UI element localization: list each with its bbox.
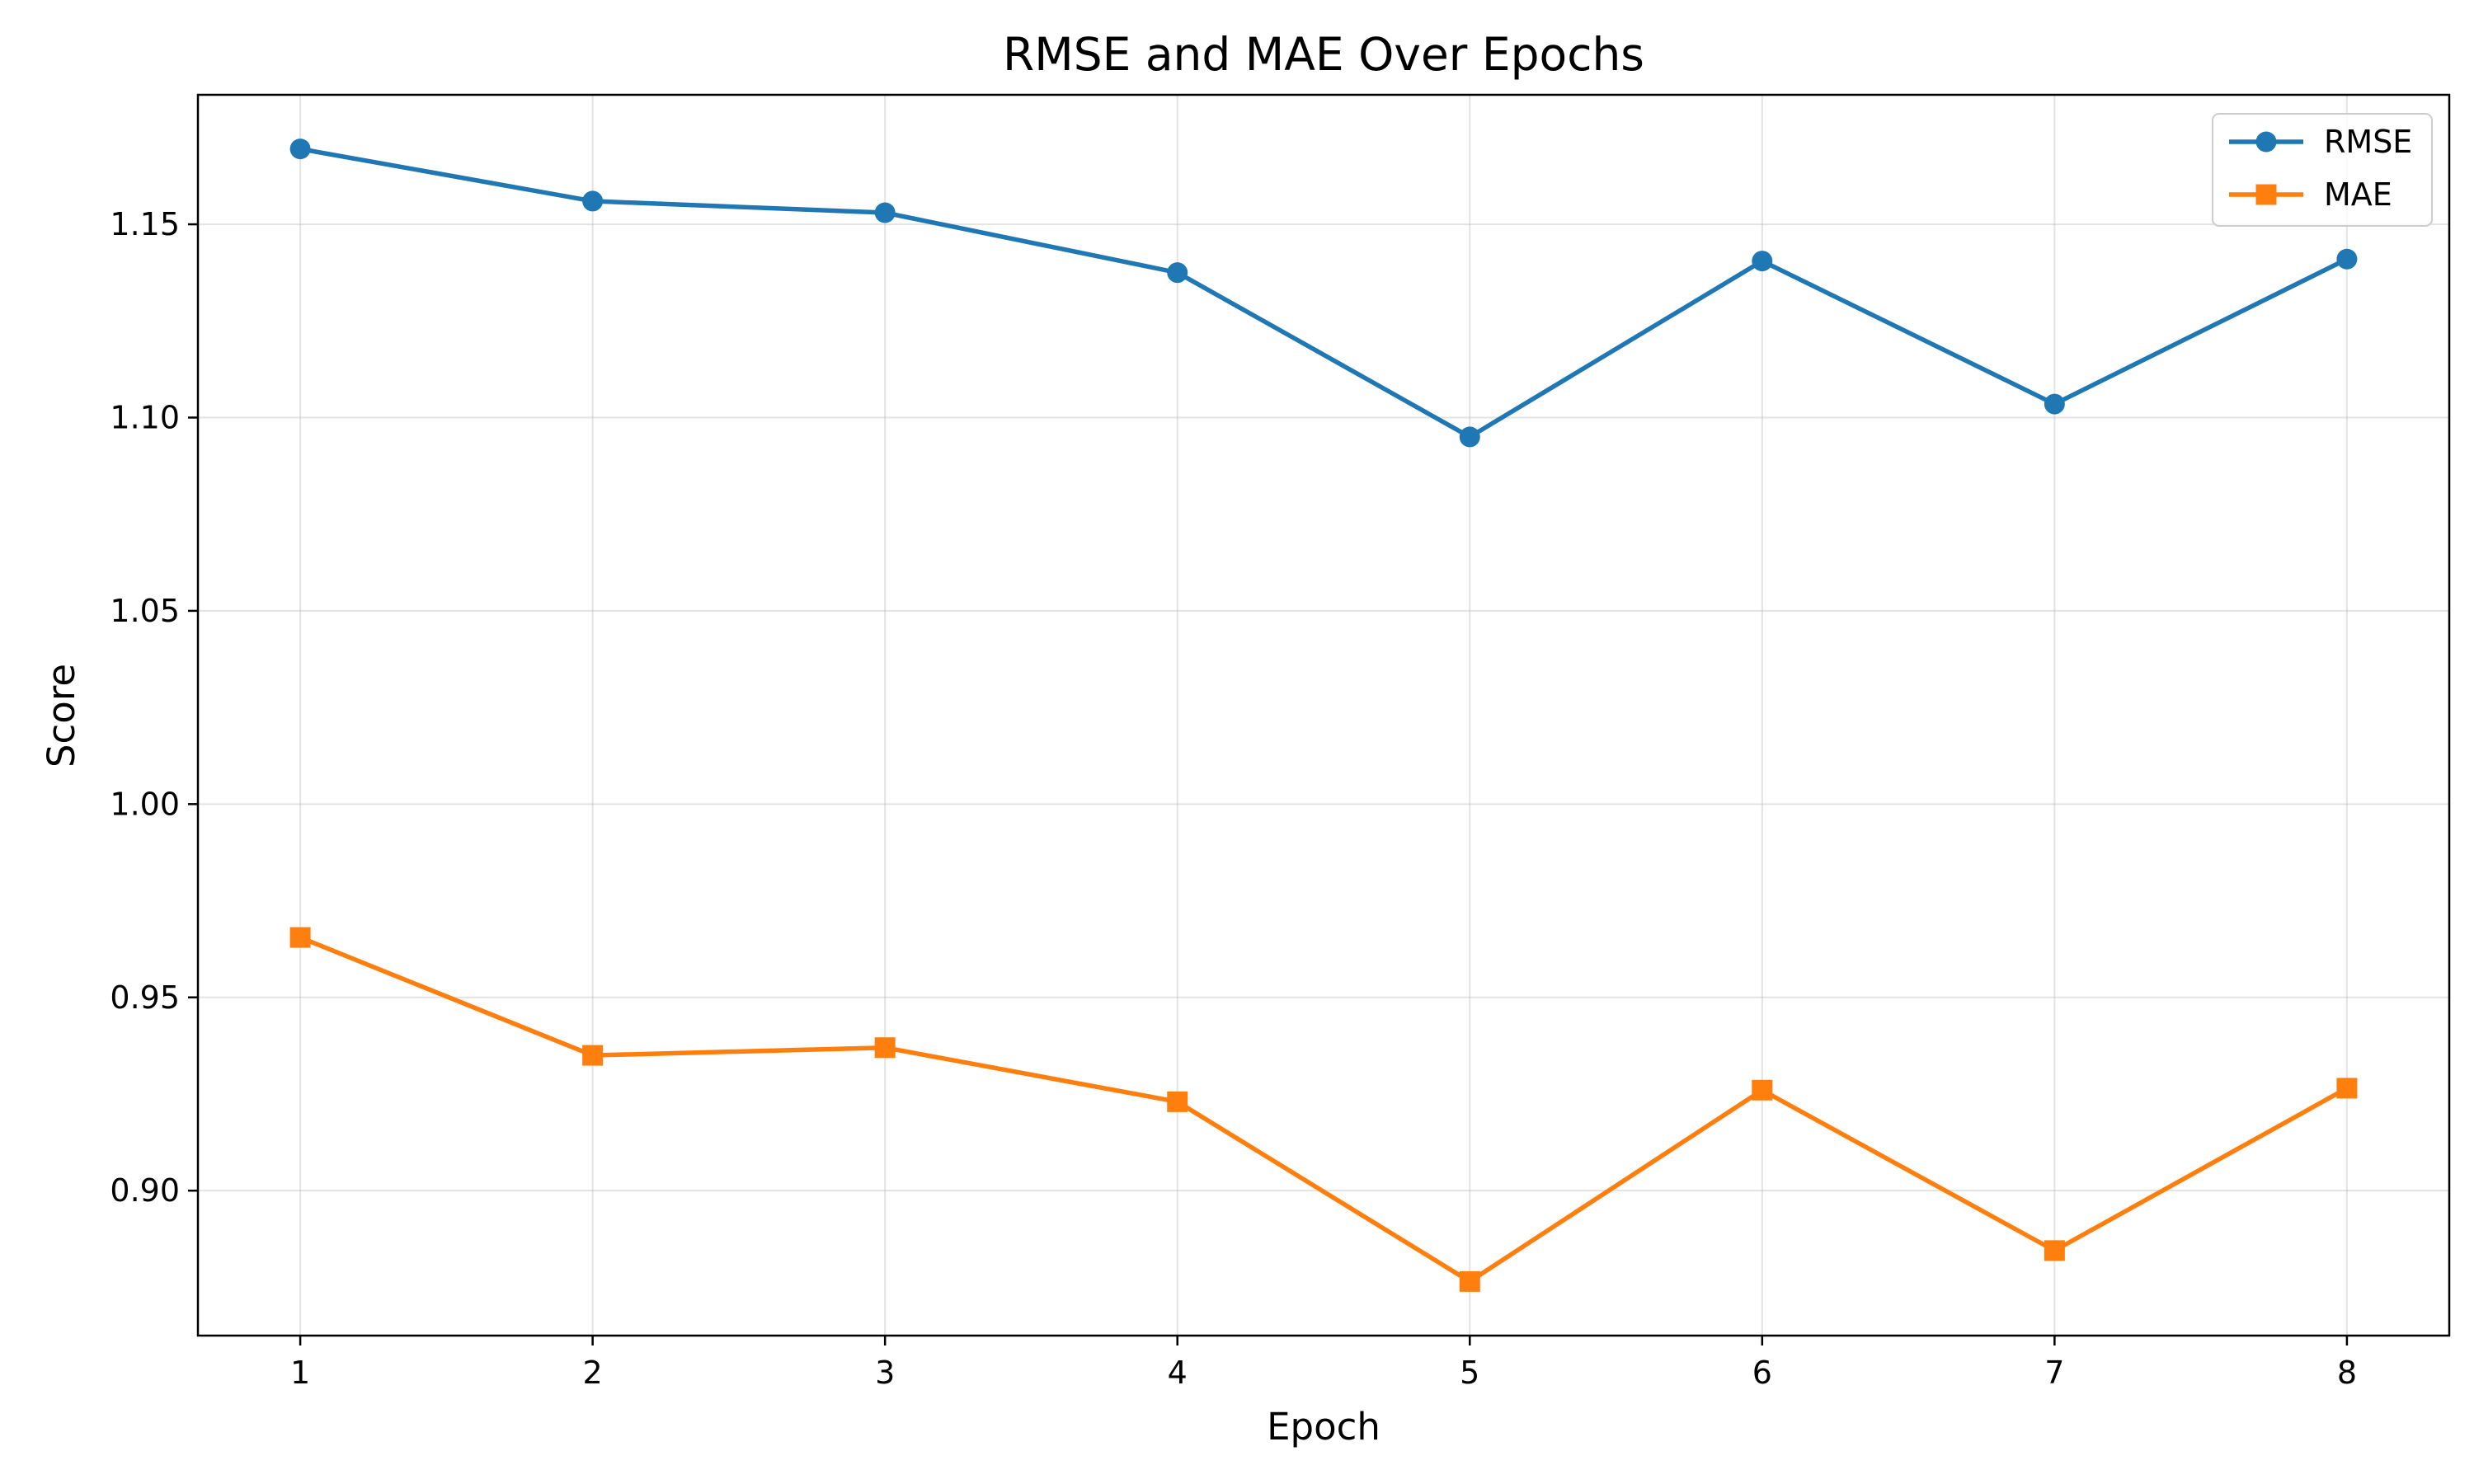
mae-point	[1459, 1270, 1480, 1292]
legend-marker-rmse	[2255, 131, 2277, 153]
legend-item-rmse: RMSE	[2229, 124, 2412, 160]
rmse-point	[1459, 426, 1480, 448]
rmse-point	[2336, 248, 2358, 270]
series-rmse	[289, 139, 2358, 448]
x-tick-label: 5	[1460, 1355, 1479, 1391]
rmse-point	[1167, 262, 1188, 284]
x-tick-label: 4	[1168, 1355, 1188, 1391]
y-tick-label: 1.15	[110, 206, 180, 242]
mae-point	[582, 1045, 604, 1066]
x-tick-label: 6	[1752, 1355, 1772, 1391]
mae-point	[289, 927, 311, 948]
chart-title: RMSE and MAE Over Epochs	[1003, 28, 1644, 81]
legend-marker-mae	[2255, 184, 2277, 205]
mae-point	[2044, 1240, 2065, 1261]
rmse-point	[874, 202, 896, 223]
mae-point	[874, 1037, 896, 1059]
legend-label-mae: MAE	[2324, 176, 2392, 213]
x-axis: 1 2 3 4 5 6 7 8	[290, 1336, 2357, 1391]
rmse-point	[289, 139, 311, 160]
mae-point	[1167, 1091, 1188, 1112]
x-tick-label: 3	[875, 1355, 895, 1391]
rmse-point	[1752, 251, 1773, 272]
rmse-point	[582, 190, 604, 212]
y-axis-label: Score	[40, 664, 83, 768]
mae-line	[298, 935, 2349, 1284]
x-tick-label: 1	[290, 1355, 310, 1391]
x-tick-label: 2	[583, 1355, 603, 1391]
rmse-point	[2044, 393, 2065, 415]
mae-point	[2336, 1078, 2358, 1099]
y-tick-label: 0.95	[110, 979, 180, 1016]
legend: RMSE MAE	[2212, 113, 2433, 227]
x-axis-label: Epoch	[1267, 1405, 1380, 1449]
plot-area-frame	[196, 93, 2451, 1337]
series-mae	[289, 927, 2358, 1292]
legend-item-mae: MAE	[2229, 176, 2392, 213]
x-tick-label: 8	[2337, 1355, 2357, 1391]
data-series	[289, 139, 2358, 1292]
y-tick-label: 1.05	[110, 593, 180, 629]
grid-lines	[198, 95, 2449, 1336]
x-tick-label: 7	[2044, 1355, 2064, 1391]
y-tick-label: 0.90	[110, 1172, 180, 1209]
y-tick-label: 1.10	[110, 399, 180, 435]
y-tick-label: 1.00	[110, 786, 180, 822]
mae-point	[1752, 1079, 1773, 1101]
y-axis: 0.90 0.95 1.00 1.05 1.10 1.15	[110, 206, 198, 1209]
legend-label-rmse: RMSE	[2324, 124, 2412, 160]
rmse-line	[298, 146, 2349, 439]
